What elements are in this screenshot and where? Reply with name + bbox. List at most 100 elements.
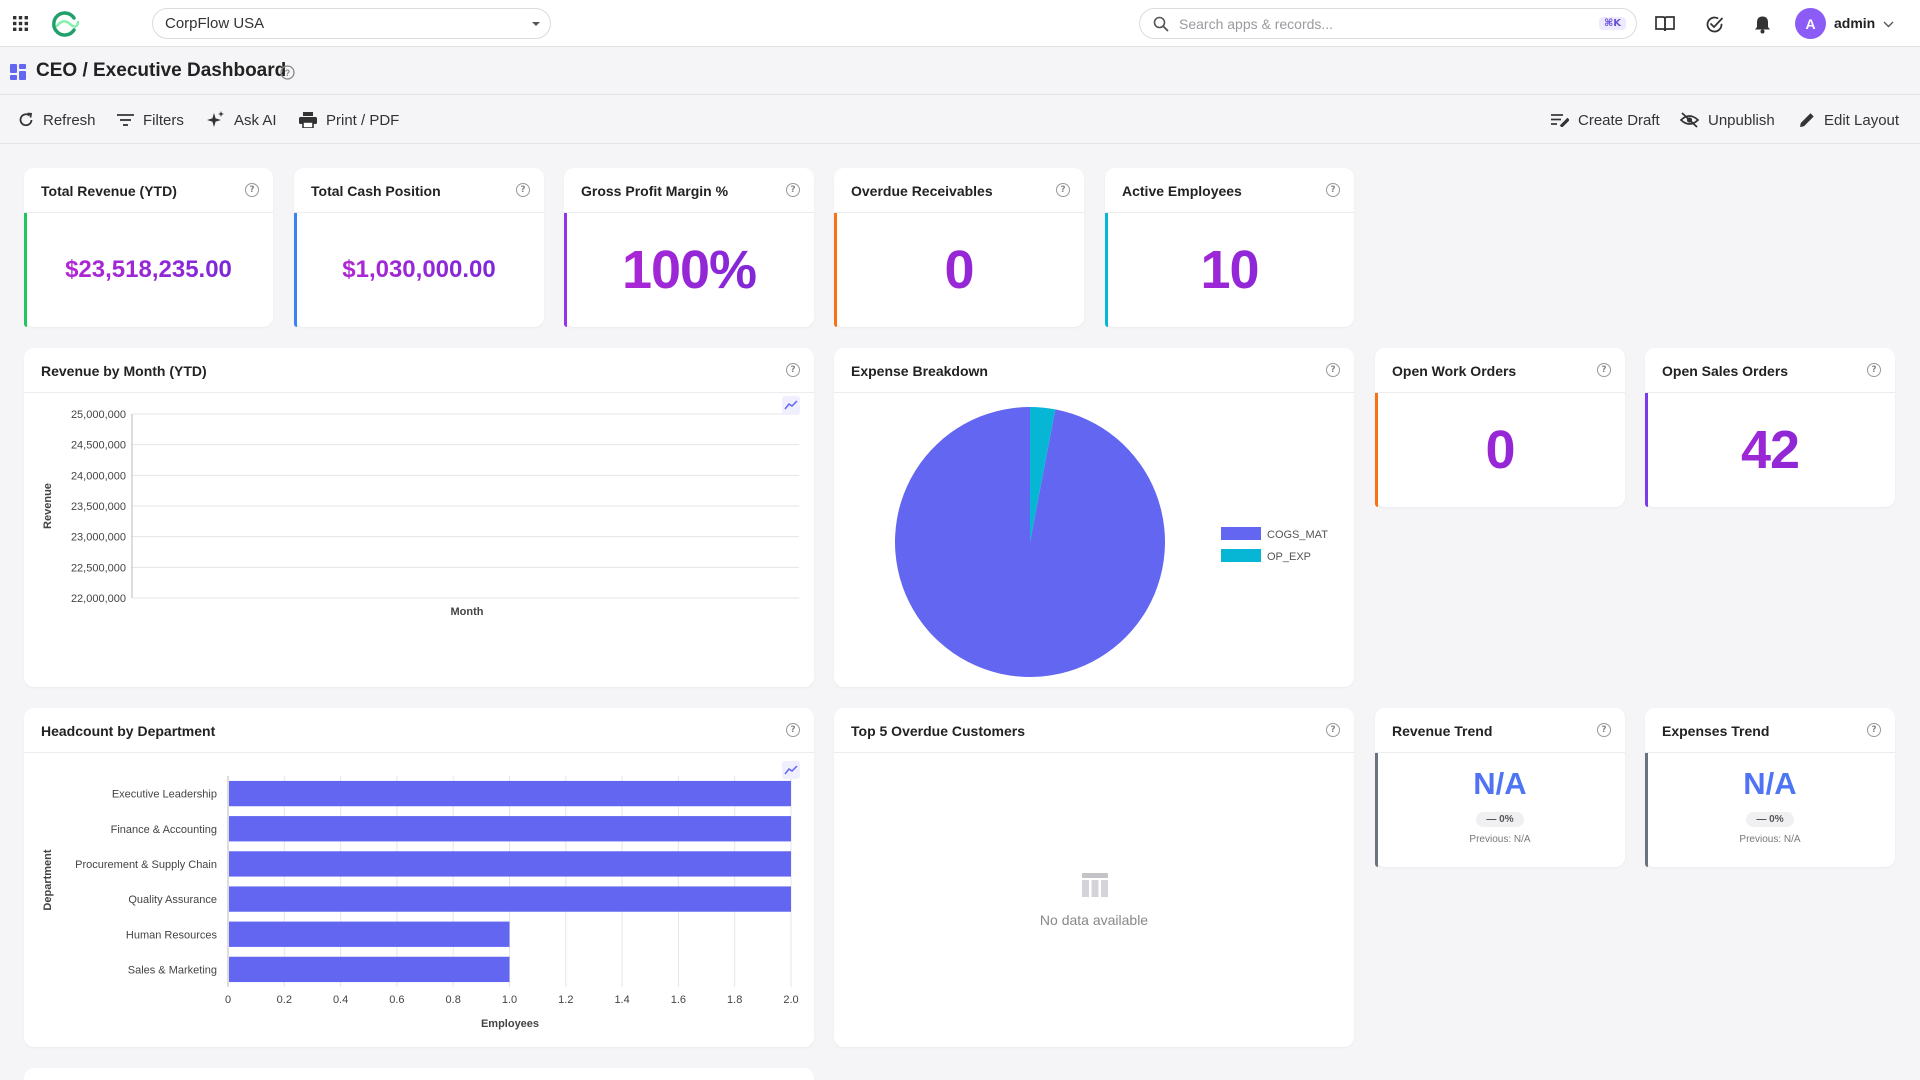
- help-icon[interactable]: ?: [786, 363, 800, 377]
- check-circle-icon[interactable]: [1703, 13, 1725, 35]
- x-tick-label: 0.4: [333, 994, 348, 1006]
- username[interactable]: admin: [1834, 15, 1876, 31]
- card-header: [564, 168, 814, 213]
- accent-bar: [834, 213, 837, 327]
- card-header: [24, 708, 814, 753]
- legend-label: COGS_MAT: [1267, 529, 1328, 541]
- y-axis-label: Revenue: [42, 483, 54, 529]
- chart-tool-icon: [782, 761, 800, 779]
- trend-card-revenue: Revenue Trend ? N/A — 0% Previous: N/A: [1375, 708, 1625, 867]
- page-title: CEO / Executive Dashboard: [36, 60, 287, 81]
- y-tick-label: 24,000,000: [71, 470, 126, 482]
- card-title: Open Sales Orders: [1662, 363, 1789, 379]
- card-title: Expense Breakdown: [851, 363, 988, 379]
- help-icon[interactable]: ?: [1326, 183, 1340, 197]
- trend-change-badge: — 0%: [1645, 809, 1895, 827]
- legend-swatch: [1221, 527, 1261, 540]
- chart-card-headcount: Headcount by Department ? 0 0.2 0.4 0.6 0.8 1…: [24, 708, 814, 1047]
- kpi-card-open-sales-orders: Open Sales Orders ? 42: [1645, 348, 1895, 507]
- eye-off-icon: [1680, 112, 1699, 128]
- trend-change-text: — 0%: [1476, 812, 1524, 827]
- company-select[interactable]: CorpFlow USA: [152, 8, 551, 39]
- avatar[interactable]: A: [1795, 8, 1826, 39]
- y-tick-label: Quality Assurance: [128, 894, 217, 906]
- card-title: Overdue Receivables: [851, 183, 993, 199]
- pie-slice-op-exp: [1030, 407, 1056, 542]
- card-title: Revenue by Month (YTD): [41, 363, 207, 379]
- help-icon[interactable]: ?: [1867, 723, 1881, 737]
- kpi-value: 0: [834, 213, 1084, 327]
- edit-layout-label: Edit Layout: [1824, 111, 1900, 129]
- unpublish-button[interactable]: Unpublish: [1680, 108, 1775, 132]
- bell-icon[interactable]: [1751, 13, 1773, 35]
- accent-bar: [564, 213, 567, 327]
- x-axis-label: Employees: [481, 1018, 539, 1030]
- svg-text:?: ?: [284, 68, 290, 78]
- unpublish-label: Unpublish: [1708, 111, 1775, 129]
- help-icon[interactable]: ?: [1326, 723, 1340, 737]
- filters-button[interactable]: Filters: [117, 108, 184, 132]
- y-tick-label: Human Resources: [126, 929, 218, 941]
- card-header: [1375, 708, 1625, 753]
- card-header: [1105, 168, 1354, 213]
- create-draft-button[interactable]: Create Draft: [1551, 108, 1660, 132]
- x-tick-label: 0.6: [389, 994, 404, 1006]
- card-header: [24, 168, 273, 213]
- refresh-button[interactable]: Refresh: [18, 108, 96, 132]
- apps-grid-icon[interactable]: [11, 14, 30, 33]
- kpi-value: 10: [1105, 213, 1354, 327]
- x-tick-label: 0.8: [446, 994, 461, 1006]
- x-tick-label: 1.0: [502, 994, 517, 1006]
- card-title: Expenses Trend: [1662, 723, 1770, 739]
- card-header: [294, 168, 544, 213]
- help-icon[interactable]: ?: [786, 183, 800, 197]
- toolbar: [0, 96, 1920, 144]
- chevron-down-icon[interactable]: [1882, 18, 1894, 30]
- y-axis-label: Department: [42, 849, 54, 910]
- help-icon[interactable]: ?: [786, 723, 800, 737]
- search-icon: [1153, 16, 1169, 32]
- y-tick-label: 22,000,000: [71, 593, 126, 605]
- ask-ai-label: Ask AI: [234, 111, 277, 129]
- help-icon[interactable]: ?: [516, 183, 530, 197]
- card-title: Revenue Trend: [1392, 723, 1493, 739]
- x-tick-label: 1.2: [558, 994, 573, 1006]
- y-tick-label: Finance & Accounting: [111, 824, 217, 836]
- kpi-card-active-employees: Active Employees ? 10: [1105, 168, 1354, 327]
- trend-value: N/A: [1645, 766, 1895, 802]
- filter-icon: [117, 113, 134, 127]
- trend-change-text: — 0%: [1746, 812, 1794, 827]
- card-title: Total Cash Position: [311, 183, 441, 199]
- trend-change-badge: — 0%: [1375, 809, 1625, 827]
- help-icon[interactable]: ?: [1056, 183, 1070, 197]
- kpi-value: $23,518,235.00: [24, 213, 273, 327]
- refresh-icon: [18, 112, 34, 128]
- help-icon[interactable]: ?: [279, 64, 295, 80]
- kpi-value: 0: [1375, 393, 1625, 507]
- card-title: Gross Profit Margin %: [581, 183, 729, 199]
- kpi-card-gross-margin: Gross Profit Margin % ? 100%: [564, 168, 814, 327]
- help-icon[interactable]: ?: [1867, 363, 1881, 377]
- trend-card-expenses: Expenses Trend ? N/A — 0% Previous: N/A: [1645, 708, 1895, 867]
- create-draft-label: Create Draft: [1578, 111, 1660, 129]
- x-axis-label: Month: [451, 606, 484, 618]
- help-icon[interactable]: ?: [1326, 363, 1340, 377]
- y-tick-label: 23,500,000: [71, 501, 126, 513]
- kpi-card-open-work-orders: Open Work Orders ? 0: [1375, 348, 1625, 507]
- help-icon[interactable]: ?: [1597, 723, 1611, 737]
- search-input[interactable]: Search apps & records... ⌘K: [1139, 8, 1637, 39]
- card-header: [1645, 348, 1895, 393]
- help-icon[interactable]: ?: [1597, 363, 1611, 377]
- app-logo-icon[interactable]: [47, 9, 80, 38]
- chart-card-revenue-by-month: Revenue by Month (YTD) ? 22,000,000 22,50…: [24, 348, 814, 687]
- trend-previous: Previous: N/A: [1739, 834, 1801, 845]
- x-tick-label: 2.0: [783, 994, 798, 1006]
- book-icon[interactable]: [1654, 13, 1676, 35]
- print-pdf-button[interactable]: Print / PDF: [299, 108, 399, 132]
- edit-layout-button[interactable]: Edit Layout: [1799, 108, 1899, 132]
- kpi-card-total-cash: Total Cash Position ? $1,030,000.00: [294, 168, 544, 327]
- card-title: Top 5 Overdue Customers: [851, 723, 1026, 739]
- ask-ai-button[interactable]: Ask AI: [207, 108, 277, 132]
- help-icon[interactable]: ?: [245, 183, 259, 197]
- y-tick-label: 22,500,000: [71, 562, 126, 574]
